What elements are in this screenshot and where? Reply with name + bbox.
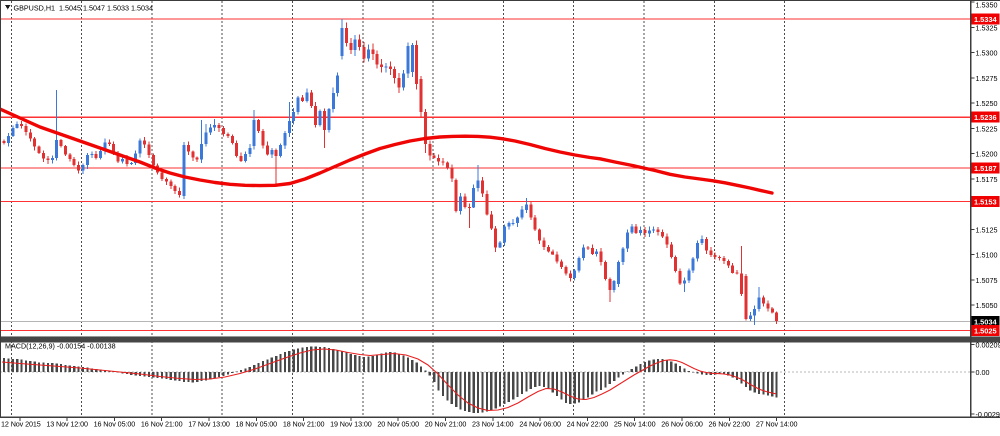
svg-text:1.5200: 1.5200 <box>976 150 998 159</box>
svg-text:1.5325: 1.5325 <box>976 23 998 32</box>
svg-text:1.5187: 1.5187 <box>974 164 997 173</box>
svg-text:1.5300: 1.5300 <box>976 49 998 58</box>
svg-text:1.5236: 1.5236 <box>974 113 997 122</box>
svg-text:1.5153: 1.5153 <box>974 198 997 207</box>
svg-text:1.5125: 1.5125 <box>976 225 998 234</box>
svg-text:1.5034: 1.5034 <box>974 317 997 326</box>
svg-text:1.5025: 1.5025 <box>974 327 997 336</box>
svg-text:1.5225: 1.5225 <box>976 124 998 133</box>
svg-text:-0.00294: -0.00294 <box>976 410 1000 419</box>
svg-text:1.5175: 1.5175 <box>976 175 998 184</box>
svg-text:1.5100: 1.5100 <box>976 251 998 260</box>
svg-text:1.5250: 1.5250 <box>976 99 998 108</box>
svg-text:1.5050: 1.5050 <box>976 301 998 310</box>
svg-text:0.00209: 0.00209 <box>976 341 1000 350</box>
svg-text:12 Nov 2015: 12 Nov 2015 <box>1 419 41 428</box>
svg-text:MACD(12,26,9) -0.00154 -0.0013: MACD(12,26,9) -0.00154 -0.00138 <box>5 342 116 351</box>
svg-text:0.00: 0.00 <box>976 368 990 377</box>
svg-text:1.5350: 1.5350 <box>976 1 998 10</box>
svg-text:1.5275: 1.5275 <box>976 74 998 83</box>
svg-text:GBPUSD,H1 1.5045 1.5047 1.503: GBPUSD,H1 1.5045 1.5047 1.5033 1.5034 <box>14 3 153 12</box>
svg-text:1.5075: 1.5075 <box>976 276 998 285</box>
svg-text:1.5334: 1.5334 <box>974 15 997 24</box>
